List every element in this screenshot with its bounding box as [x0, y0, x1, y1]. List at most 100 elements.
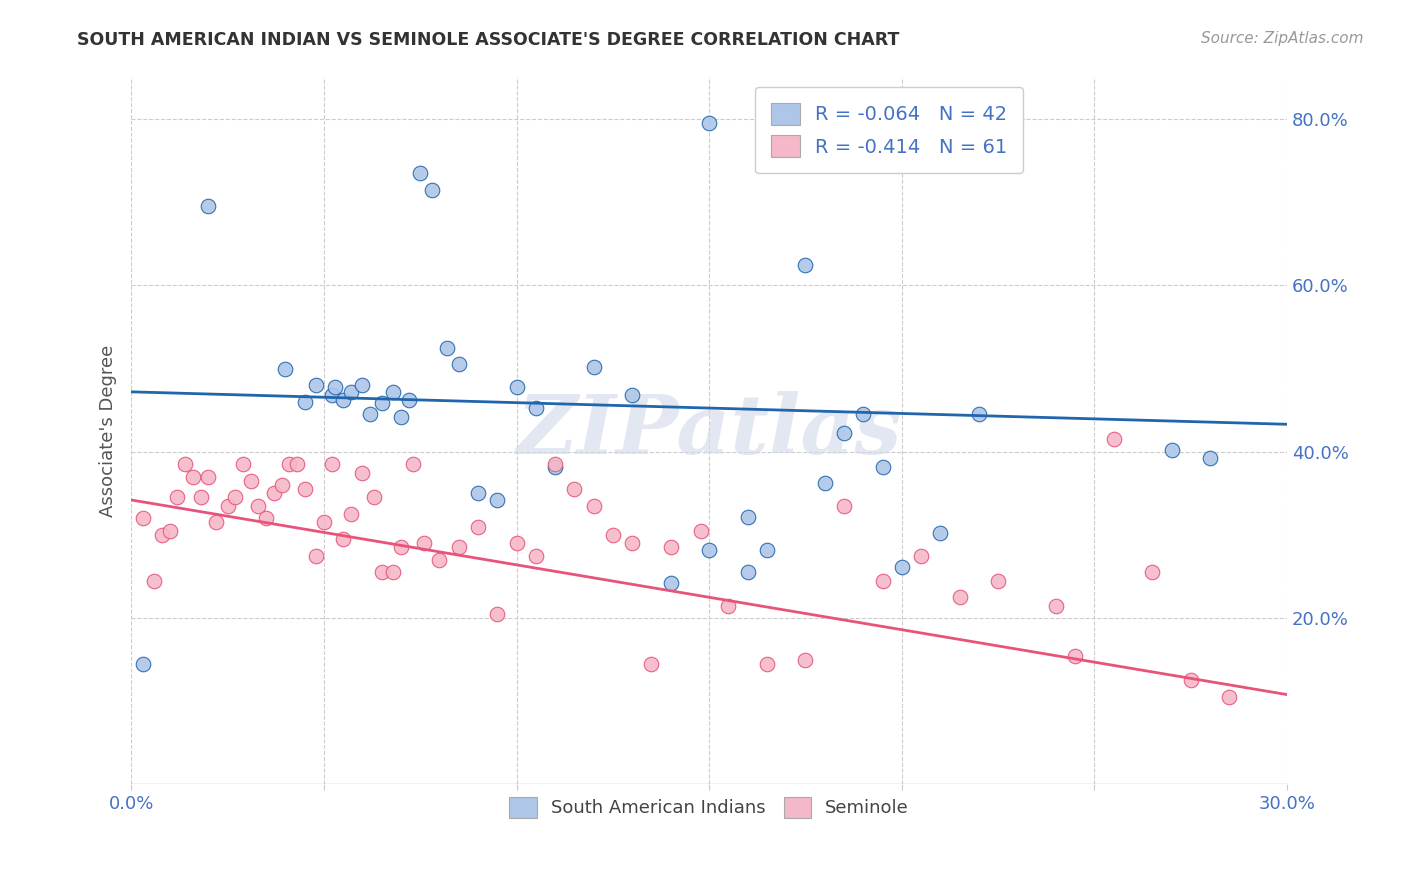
Point: [197, 199, 219, 213]
Point: [1142, 566, 1164, 580]
Point: [467, 486, 489, 500]
Point: [352, 378, 374, 392]
Point: [659, 576, 682, 591]
Point: [197, 469, 219, 483]
Point: [217, 499, 239, 513]
Point: [159, 524, 181, 538]
Point: [640, 657, 662, 671]
Point: [949, 591, 972, 605]
Point: [755, 542, 778, 557]
Point: [621, 388, 644, 402]
Point: [910, 549, 932, 563]
Point: [524, 401, 547, 416]
Point: [332, 393, 354, 408]
Point: [447, 358, 470, 372]
Point: [382, 384, 405, 399]
Point: [285, 457, 308, 471]
Point: [505, 380, 527, 394]
Point: [852, 407, 875, 421]
Point: [401, 457, 423, 471]
Point: [697, 542, 720, 557]
Point: [755, 657, 778, 671]
Point: [544, 457, 567, 471]
Point: [737, 509, 759, 524]
Point: [420, 183, 443, 197]
Legend: South American Indians, Seminole: South American Indians, Seminole: [502, 789, 917, 825]
Point: [987, 574, 1010, 588]
Point: [967, 407, 990, 421]
Point: [325, 380, 347, 394]
Point: [814, 476, 837, 491]
Point: [332, 532, 354, 546]
Point: [1102, 432, 1125, 446]
Point: [409, 166, 432, 180]
Point: [205, 516, 228, 530]
Point: [505, 536, 527, 550]
Point: [890, 559, 912, 574]
Point: [1045, 599, 1067, 613]
Point: [690, 524, 713, 538]
Point: [436, 341, 458, 355]
Point: [794, 653, 817, 667]
Point: [224, 491, 246, 505]
Point: [359, 407, 381, 421]
Point: [181, 469, 204, 483]
Point: [389, 409, 412, 424]
Point: [340, 507, 363, 521]
Point: [321, 388, 343, 402]
Point: [602, 528, 624, 542]
Point: [717, 599, 740, 613]
Point: [382, 566, 405, 580]
Point: [363, 491, 385, 505]
Point: [294, 394, 316, 409]
Point: [929, 526, 952, 541]
Point: [697, 116, 720, 130]
Point: [143, 574, 166, 588]
Point: [429, 553, 451, 567]
Point: [247, 499, 270, 513]
Point: [659, 541, 682, 555]
Text: SOUTH AMERICAN INDIAN VS SEMINOLE ASSOCIATE'S DEGREE CORRELATION CHART: SOUTH AMERICAN INDIAN VS SEMINOLE ASSOCI…: [77, 31, 900, 49]
Point: [467, 519, 489, 533]
Point: [413, 536, 436, 550]
Point: [274, 361, 297, 376]
Point: [794, 258, 817, 272]
Point: [832, 499, 855, 513]
Point: [486, 493, 509, 508]
Point: [132, 657, 155, 671]
Point: [305, 378, 328, 392]
Point: [132, 511, 155, 525]
Point: [239, 474, 262, 488]
Point: [398, 393, 420, 408]
Point: [232, 457, 254, 471]
Point: [270, 478, 292, 492]
Point: [1180, 673, 1202, 688]
Point: [312, 516, 335, 530]
Point: [370, 396, 392, 410]
Point: [1218, 690, 1240, 704]
Point: [278, 457, 301, 471]
Point: [294, 482, 316, 496]
Point: [1064, 648, 1087, 663]
Point: [582, 499, 605, 513]
Point: [1199, 451, 1222, 466]
Point: [389, 541, 412, 555]
Point: [166, 491, 188, 505]
Point: [174, 457, 197, 471]
Text: Source: ZipAtlas.com: Source: ZipAtlas.com: [1201, 31, 1364, 46]
Point: [370, 566, 392, 580]
Point: [352, 466, 374, 480]
Point: [872, 574, 894, 588]
Point: [562, 482, 585, 496]
Point: [582, 359, 605, 374]
Point: [263, 486, 285, 500]
Point: [524, 549, 547, 563]
Point: [486, 607, 509, 621]
Point: [447, 541, 470, 555]
Point: [340, 384, 363, 399]
Text: ZIPatlas: ZIPatlas: [516, 391, 901, 471]
Point: [737, 566, 759, 580]
Point: [150, 528, 173, 542]
Point: [305, 549, 328, 563]
Point: [832, 426, 855, 441]
